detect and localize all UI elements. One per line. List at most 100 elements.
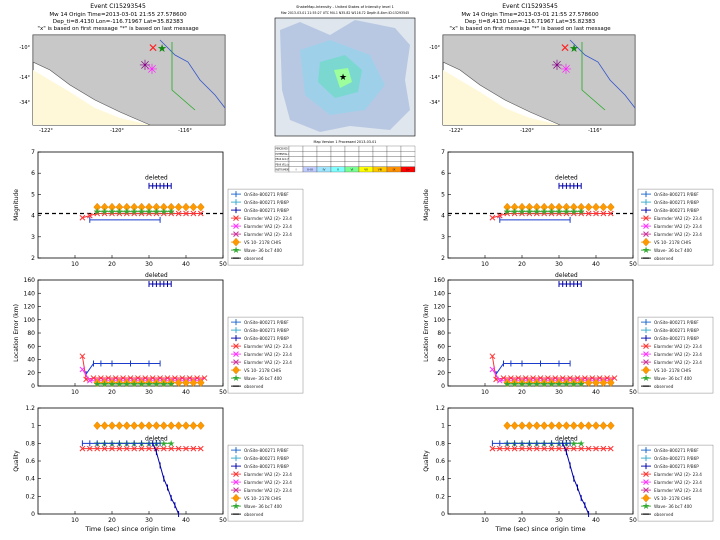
data-point [123, 421, 131, 430]
data-point: ★ [93, 207, 101, 217]
series-onsite-deleted [558, 280, 582, 287]
data-point [130, 421, 138, 430]
chart-legend: OnSite-800271 P/B6F OnSite-800271 P/B6P On… [227, 444, 304, 522]
data-point: ★ [101, 207, 109, 217]
data-point [146, 445, 152, 452]
x-tick-label: 10 [71, 261, 79, 268]
x-tick-label: 50 [629, 517, 637, 524]
series-onsite [495, 360, 571, 378]
data-point [167, 421, 175, 430]
data-point [101, 445, 108, 452]
data-point: ★ [503, 380, 511, 390]
data-point [164, 375, 171, 381]
legend-cell [386, 151, 402, 157]
data-point [168, 445, 175, 452]
y-axis-label: Magnitude [423, 189, 430, 221]
data-point [525, 421, 534, 430]
series-vs [503, 202, 615, 212]
data-point [582, 375, 588, 381]
legend-marker [233, 487, 239, 493]
data-point [533, 421, 541, 430]
data-point [510, 421, 519, 430]
data-point: ★ [503, 207, 511, 217]
legend-marker [643, 231, 649, 237]
legend-marker [643, 215, 649, 221]
legend-row-label: PEAK VEL.(cm/s) [276, 163, 294, 166]
legend-label: observed [654, 512, 674, 517]
legend-label: Elarmder VA2 (2)- 23.4 [244, 352, 292, 357]
series-onsite-decay [152, 440, 180, 517]
legend-cell [400, 161, 416, 167]
deleted-annotation: deleted [145, 436, 168, 443]
legend-cell [316, 156, 332, 162]
event-note-left: "x" is based on first message "*" is bas… [37, 26, 199, 32]
legend-label: Wave- 36 bc7 400 [244, 248, 282, 253]
legend-cell [288, 151, 304, 157]
data-point [120, 375, 126, 381]
legend-label: observed [654, 384, 674, 389]
data-point [152, 378, 161, 387]
y-tick-label: 3 [31, 234, 35, 241]
legend-label: OnSite-800271 P/B6F [654, 192, 699, 197]
series-wave: ★ ★ ★ ★ ★ ★ ★ ★ ★ ★ ★ [503, 380, 585, 390]
x-tick-label: 10 [71, 389, 79, 396]
data-point [190, 210, 197, 217]
legend-label: Wave- 36 bc7 400 [244, 376, 282, 381]
legend-label: Elarmder VA2 (2)- 23.4 [244, 480, 292, 485]
legend-cell [358, 161, 374, 167]
series-wave: ★ ★ ★ ★ ★ ★ ★ ★ ★ ★ ★ [93, 380, 175, 390]
series-vs [93, 421, 205, 430]
data-point [489, 353, 496, 360]
data-point [189, 202, 198, 212]
data-point: ★ [108, 380, 116, 390]
legend-label: OnSite-800271 P/B6P [654, 208, 699, 213]
data-point [496, 377, 503, 384]
series-line [491, 356, 615, 380]
data-point: ★ [533, 380, 541, 390]
deleted-annotation: deleted [555, 272, 578, 279]
series-line [562, 443, 590, 515]
legend-cell [400, 145, 416, 152]
shakemap-core-zone [334, 68, 352, 88]
data-point [541, 445, 548, 452]
event-origin-right: Mw 14 Origin Time=2013-03-01 21:55 27.57… [461, 12, 599, 18]
data-point [90, 375, 97, 381]
data-point: ★ [518, 207, 526, 217]
series-vs [503, 378, 615, 387]
intensity-label: X+ [406, 168, 411, 172]
intensity-label: VIII [378, 168, 383, 172]
chart-legend: OnSite-800271 P/B6F OnSite-800271 P/B6P On… [637, 316, 714, 394]
plot-area [37, 279, 224, 387]
data-point [167, 378, 175, 387]
data-point: ★ [108, 207, 116, 217]
legend-marker [232, 237, 240, 247]
legend-label: Elarmder VA2 (2)- 23.4 [654, 232, 702, 237]
data-point [570, 421, 578, 430]
y-tick-label: 100 [434, 317, 446, 324]
data-point [537, 375, 544, 381]
legend-cell [288, 161, 304, 167]
data-point [496, 445, 503, 452]
data-point [160, 378, 168, 387]
x-tick-label: 40 [592, 517, 600, 524]
lat-label-2-left: -14° [19, 75, 30, 81]
land-mass-right [442, 34, 636, 126]
legend-row-label: PEAK ACC.(%g) [276, 158, 293, 161]
legend-marker [643, 471, 649, 477]
data-point [503, 378, 511, 387]
right-chart-panel-3: 10 20 30 40 50 0 0.2 0.4 0.6 0.8 1 1.2 Quality Time (… [423, 405, 714, 533]
legend-cell [316, 145, 332, 152]
deleted-annotation: deleted [555, 436, 578, 443]
x-tick-label: 50 [219, 517, 227, 524]
legend-cell [330, 145, 346, 152]
data-point [522, 375, 529, 381]
data-point [197, 210, 204, 217]
y-axis-label: Magnitude [13, 189, 20, 221]
data-point [574, 375, 581, 381]
data-point: ★ [123, 207, 131, 217]
land-mass-left [32, 34, 226, 126]
deleted-annotation: deleted [145, 272, 168, 279]
series-line [152, 443, 180, 515]
data-point: ★ [167, 439, 175, 449]
